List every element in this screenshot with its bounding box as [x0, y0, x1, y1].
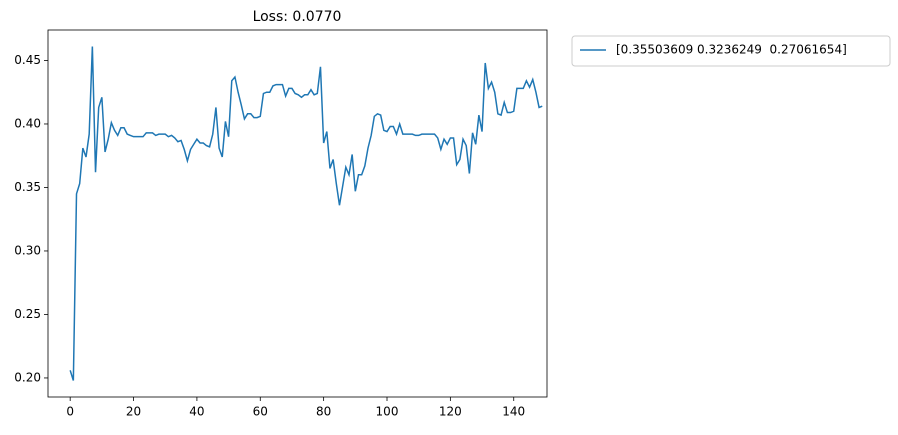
x-tick-label: 140 [502, 405, 525, 419]
y-tick-label: 0.40 [14, 116, 41, 130]
x-tick-label: 120 [439, 405, 462, 419]
x-tick-label: 60 [253, 405, 268, 419]
y-tick-label: 0.45 [14, 53, 41, 67]
y-tick-label: 0.20 [14, 370, 41, 384]
chart-title: Loss: 0.0770 [253, 9, 342, 25]
legend-label: [0.35503609 0.3236249 0.27061654] [616, 43, 847, 57]
legend-box [571, 35, 891, 67]
y-tick-label: 0.25 [14, 307, 41, 321]
y-tick-label: 0.30 [14, 243, 41, 257]
data-line [69, 46, 543, 381]
x-tick-label: 20 [126, 405, 141, 419]
x-tick-label: 40 [189, 405, 204, 419]
axes-frame [47, 29, 548, 398]
x-tick-label: 100 [376, 405, 399, 419]
y-tick-label: 0.35 [14, 180, 41, 194]
x-tick-label: 0 [66, 405, 74, 419]
x-tick-label: 80 [316, 405, 331, 419]
